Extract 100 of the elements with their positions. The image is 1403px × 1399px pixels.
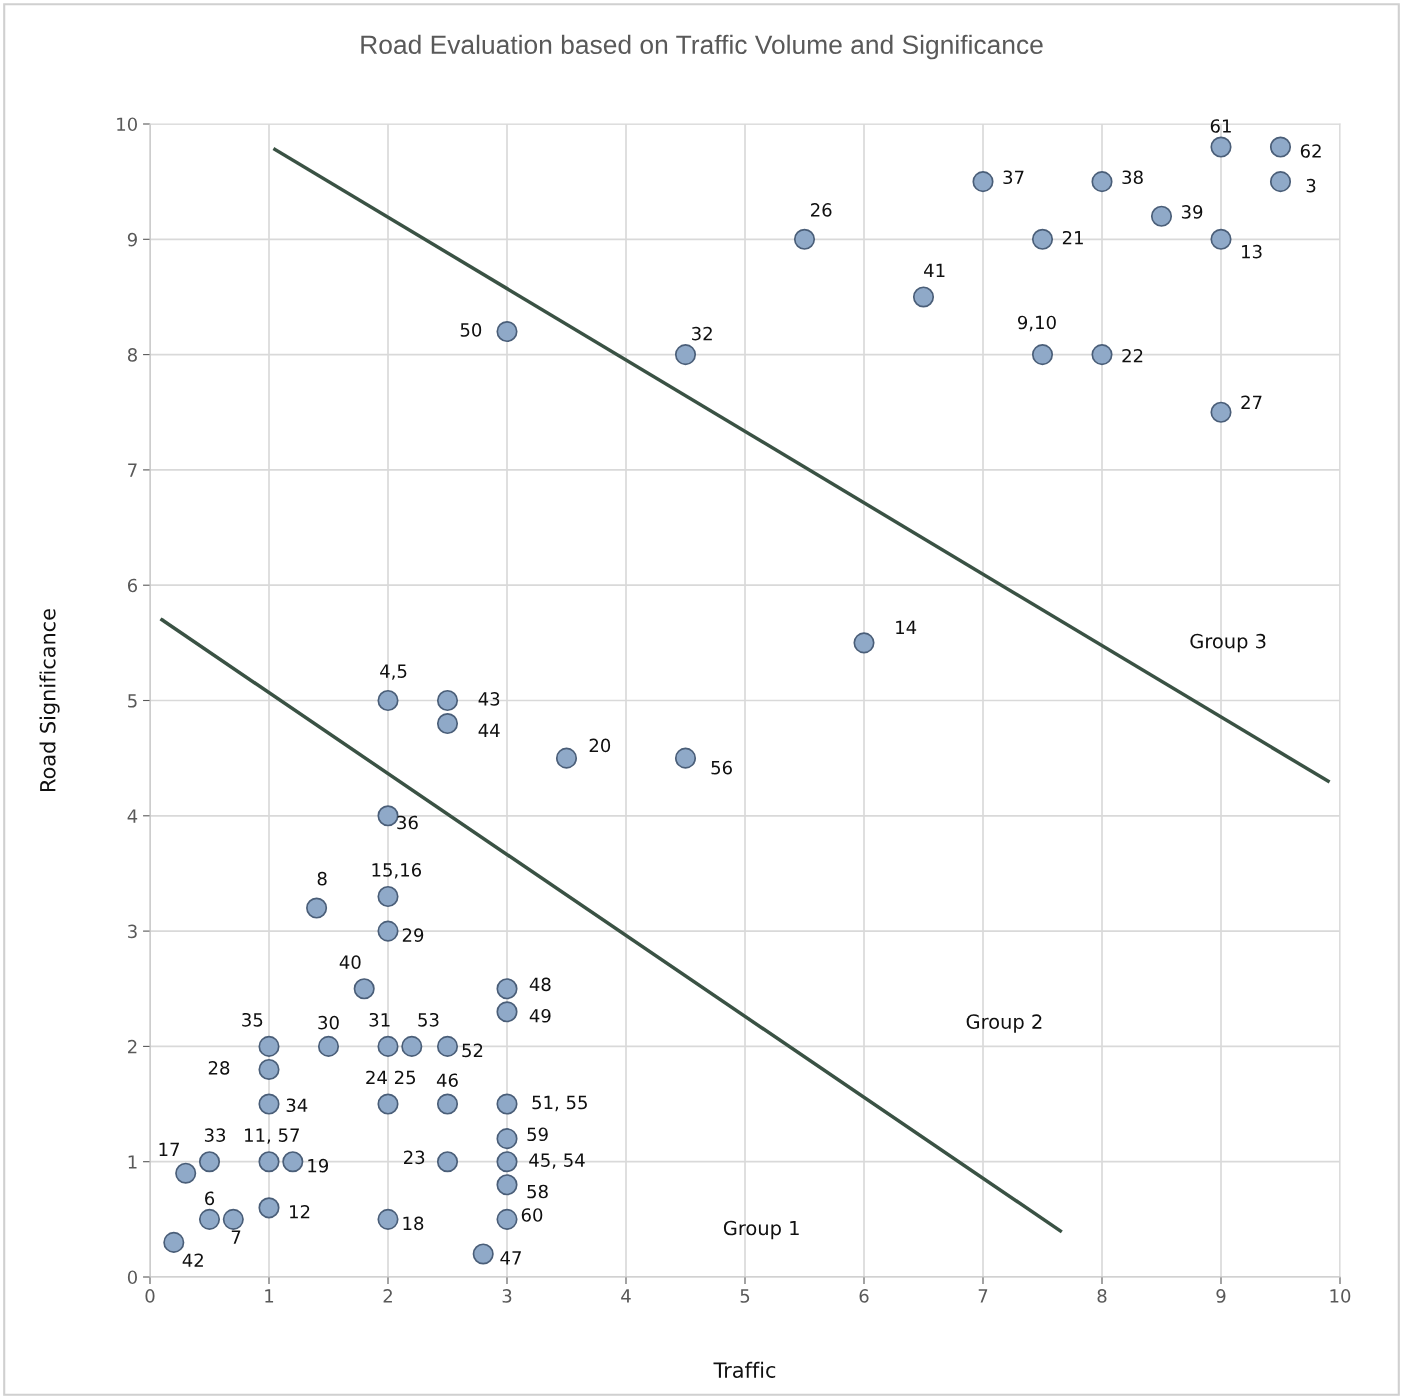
annotation: 30	[318, 1015, 339, 1030]
annotation: 39	[1181, 205, 1203, 219]
point	[496, 1174, 518, 1196]
annotation: 62	[1300, 144, 1321, 158]
y-tick-label: 0	[127, 1270, 137, 1285]
x-axis-title: Traffic	[713, 1361, 776, 1378]
point	[163, 1231, 185, 1253]
point	[222, 1208, 244, 1230]
annotation: 8	[317, 871, 327, 886]
annotation: 28	[208, 1061, 230, 1075]
annotation: 59	[527, 1127, 548, 1142]
point	[555, 747, 578, 769]
x-tick-label: 10	[1330, 1289, 1351, 1303]
annotation: 29	[402, 928, 424, 942]
point	[377, 1208, 399, 1230]
point	[377, 689, 399, 712]
annotation: 21	[1062, 230, 1083, 245]
annotation: 20	[589, 738, 611, 753]
point	[496, 320, 518, 343]
y-tick-label: 7	[128, 463, 137, 477]
annotation: Group 1	[723, 1220, 799, 1240]
point	[317, 1035, 340, 1057]
annotation: 48	[529, 977, 551, 992]
point	[377, 1093, 399, 1115]
point	[1210, 228, 1232, 250]
point	[1210, 401, 1232, 423]
annotation: Group 3	[1190, 633, 1266, 653]
point	[353, 978, 375, 1000]
y-tick-label: 1	[128, 1155, 137, 1169]
annotation: 15,16	[372, 863, 422, 879]
point	[258, 1151, 280, 1173]
annotation: 51, 55	[532, 1095, 587, 1112]
annotation: 11, 57	[245, 1128, 299, 1144]
annotation: 53	[418, 1012, 439, 1027]
x-tick-label: 5	[740, 1289, 750, 1303]
x-tick-label: 6	[859, 1289, 869, 1303]
point	[853, 632, 875, 654]
chart-title: Road Evaluation based on Traffic Volume and Significance	[361, 34, 1043, 60]
annotation: 41	[924, 263, 945, 277]
annotation: 43	[478, 692, 500, 706]
point	[377, 805, 399, 827]
annotation: 44	[478, 723, 500, 737]
x-tick-label: 1	[265, 1289, 274, 1303]
point	[472, 1243, 494, 1265]
annotation: 35	[242, 1012, 263, 1027]
annotation: 56	[711, 760, 732, 775]
point	[1210, 136, 1232, 158]
point	[1269, 171, 1292, 193]
y-tick-label: 6	[127, 578, 138, 593]
x-tick-label: 9	[1216, 1289, 1226, 1303]
point	[282, 1151, 304, 1173]
annotation: 17	[159, 1142, 179, 1156]
annotation: 23	[404, 1150, 425, 1165]
y-tick-label: 9	[127, 232, 137, 247]
point	[1031, 344, 1054, 366]
x-tick-label: 8	[1097, 1289, 1107, 1303]
point	[674, 344, 697, 366]
annotation: 40	[339, 955, 361, 969]
annotation: 18	[403, 1216, 424, 1231]
x-tick-label: 7	[978, 1289, 988, 1303]
annotation: 50	[460, 323, 482, 337]
point	[496, 1151, 518, 1173]
annotation: 46	[436, 1073, 458, 1088]
annotation: 4,5	[380, 664, 407, 680]
annotation: 37	[1003, 170, 1024, 185]
point	[496, 1093, 518, 1115]
point	[496, 1001, 518, 1023]
annotation: 47	[500, 1251, 521, 1265]
point	[175, 1162, 197, 1184]
point	[401, 1035, 423, 1057]
annotation: 12	[290, 1204, 310, 1219]
annotation: 60	[521, 1208, 543, 1222]
point	[1031, 228, 1054, 250]
point	[912, 286, 935, 308]
annotation: 26	[811, 203, 832, 217]
point	[1150, 205, 1173, 227]
point	[198, 1208, 221, 1230]
annotation: 7	[231, 1230, 241, 1244]
annotation: 27	[1241, 395, 1262, 409]
y-tick-label: 3	[128, 924, 137, 939]
annotation: 9,10	[1017, 315, 1056, 332]
annotation: 61	[1210, 119, 1231, 133]
point	[258, 1093, 280, 1115]
point	[258, 1058, 280, 1081]
point	[306, 897, 328, 919]
y-axis-title: Road Significance	[39, 609, 60, 791]
annotation: 52	[462, 1043, 483, 1058]
annotation: 22	[1122, 348, 1143, 363]
annotation: 24 25	[366, 1070, 416, 1085]
point	[258, 1197, 280, 1219]
annotation: 19	[308, 1158, 329, 1173]
annotation: 36	[397, 815, 418, 830]
point	[674, 747, 697, 769]
annotation: 31	[369, 1012, 390, 1027]
annotation: 13	[1242, 244, 1262, 259]
annotation: Group 2	[966, 1014, 1042, 1033]
point	[496, 1128, 518, 1150]
point	[496, 978, 518, 1000]
y-tick-label: 8	[127, 348, 137, 362]
annotation: 58	[527, 1184, 548, 1199]
